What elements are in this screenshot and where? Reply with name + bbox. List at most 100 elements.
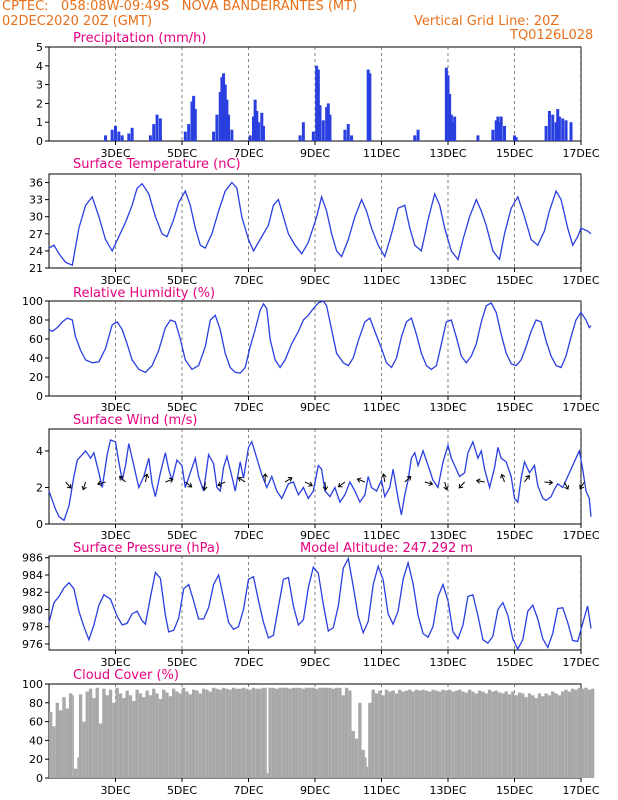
cloud-bar	[108, 689, 113, 778]
precip-bar	[325, 107, 329, 141]
x-tick-label: 13DEC	[429, 401, 466, 414]
cloud-bar	[537, 693, 542, 778]
cloud-bar	[78, 694, 83, 778]
cloud-bar	[434, 690, 439, 778]
precip-bar	[368, 73, 372, 141]
wind-arrow	[404, 476, 412, 483]
precip-bar	[514, 137, 518, 141]
cloud-bar	[178, 693, 182, 778]
wind-arrow	[338, 481, 346, 488]
y-tick-label: 5	[36, 41, 43, 54]
cloud-bar	[285, 687, 289, 778]
wind-arrow-head	[262, 473, 268, 478]
x-tick-label: 7DEC	[233, 656, 263, 669]
cloud-bar	[408, 689, 412, 778]
x-tick-label: 5DEC	[167, 274, 197, 287]
cloud-bar	[175, 691, 179, 778]
precip-bar	[316, 69, 320, 141]
cloud-bar	[544, 693, 548, 778]
cloud-bar	[334, 687, 339, 778]
wind-arrow-head	[579, 484, 585, 490]
cloud-bar	[401, 691, 405, 778]
cloud-bar	[351, 731, 355, 778]
cloud-bar	[268, 687, 272, 778]
cloud-bar	[341, 695, 345, 778]
precip-bar	[117, 131, 121, 141]
precip-bar	[444, 67, 448, 141]
cloud-bar	[275, 688, 279, 778]
cloud-bar	[471, 691, 475, 778]
cloud-bar	[324, 687, 329, 778]
cloud-bar	[451, 691, 455, 778]
x-tick-label: 13DEC	[429, 147, 466, 160]
cloud-bar	[517, 692, 522, 778]
cloud-bar	[524, 697, 528, 778]
precip-bar	[227, 114, 231, 141]
cloud-bar	[52, 726, 56, 778]
precip-bar	[503, 125, 507, 141]
cloud-bar	[581, 688, 585, 778]
wind-arrow-head	[202, 486, 208, 491]
y-tick-label: 100	[22, 678, 43, 691]
cloud-bar	[428, 691, 432, 778]
cloud-bar	[511, 691, 515, 778]
panel-1: 0 1 2 3 4 5 3DEC 5DEC 7DEC 9DEC 11DEC 13DEC 15DEC 17D…	[36, 31, 600, 160]
cloud-bar	[411, 691, 415, 778]
cloud-bar	[358, 702, 362, 778]
y-tick-label: 984	[22, 569, 43, 582]
cloud-bar	[388, 691, 392, 778]
cloud-bar	[467, 689, 472, 778]
precip-bar	[255, 110, 259, 141]
precip-bar	[127, 133, 131, 141]
precip-bar	[248, 135, 252, 141]
panel-title: Surface Wind (m/s)	[73, 413, 197, 428]
cloud-bar	[381, 695, 385, 778]
cloud-bar	[438, 691, 442, 778]
cloud-bar	[49, 712, 53, 778]
precip-bar	[328, 114, 332, 141]
wind-arrow-head	[500, 473, 506, 479]
cloud-bar	[534, 698, 538, 778]
x-tick-label: 7DEC	[233, 529, 263, 542]
cloud-bar	[361, 749, 365, 778]
x-tick-label: 5DEC	[167, 401, 197, 414]
precip-bar	[155, 114, 159, 141]
wind-arrow-head	[96, 480, 102, 486]
x-tick-label: 9DEC	[300, 656, 330, 669]
x-tick-label: 15DEC	[496, 529, 533, 542]
cloud-bar	[414, 689, 419, 778]
precip-bar	[120, 135, 124, 141]
y-tick-label: 30	[29, 211, 43, 224]
cloud-bar	[258, 688, 262, 778]
cloud-bar	[348, 690, 352, 778]
x-tick-label: 15DEC	[496, 784, 533, 797]
x-tick-label: 3DEC	[100, 784, 130, 797]
cloud-bar	[547, 695, 552, 778]
precip-bar	[561, 118, 565, 141]
cloud-bar	[474, 693, 478, 778]
panel-title: Cloud Cover (%)	[73, 668, 179, 683]
cloud-bar	[507, 694, 512, 778]
x-tick-label: 9DEC	[300, 529, 330, 542]
cloud-bar	[92, 698, 96, 778]
wind-arrow	[476, 480, 485, 483]
cloud-bar	[421, 689, 425, 778]
cloud-bar	[266, 773, 269, 778]
cloud-bar	[501, 693, 505, 778]
precip-bar	[554, 122, 558, 141]
panel-3: 0 20 40 60 80 100 3DEC 5DEC 7DEC 9DEC 11DEC 13DEC 15…	[22, 286, 600, 414]
cloud-bar	[115, 687, 119, 778]
cloud-bar	[191, 689, 196, 778]
cloud-bar	[165, 692, 169, 778]
precip-bar	[326, 103, 330, 141]
cloud-bar	[481, 691, 485, 778]
precip-bar	[218, 92, 222, 141]
header-run-time: 02DEC2020 20Z (GMT)	[2, 14, 153, 29]
wind-arrow	[238, 477, 246, 483]
precip-bar	[557, 116, 561, 141]
wind-arrow	[144, 474, 148, 483]
wind-arrow-head	[237, 476, 243, 482]
y-tick-label: 982	[22, 586, 43, 599]
x-tick-label: 13DEC	[429, 274, 466, 287]
cloud-bar	[271, 687, 276, 778]
